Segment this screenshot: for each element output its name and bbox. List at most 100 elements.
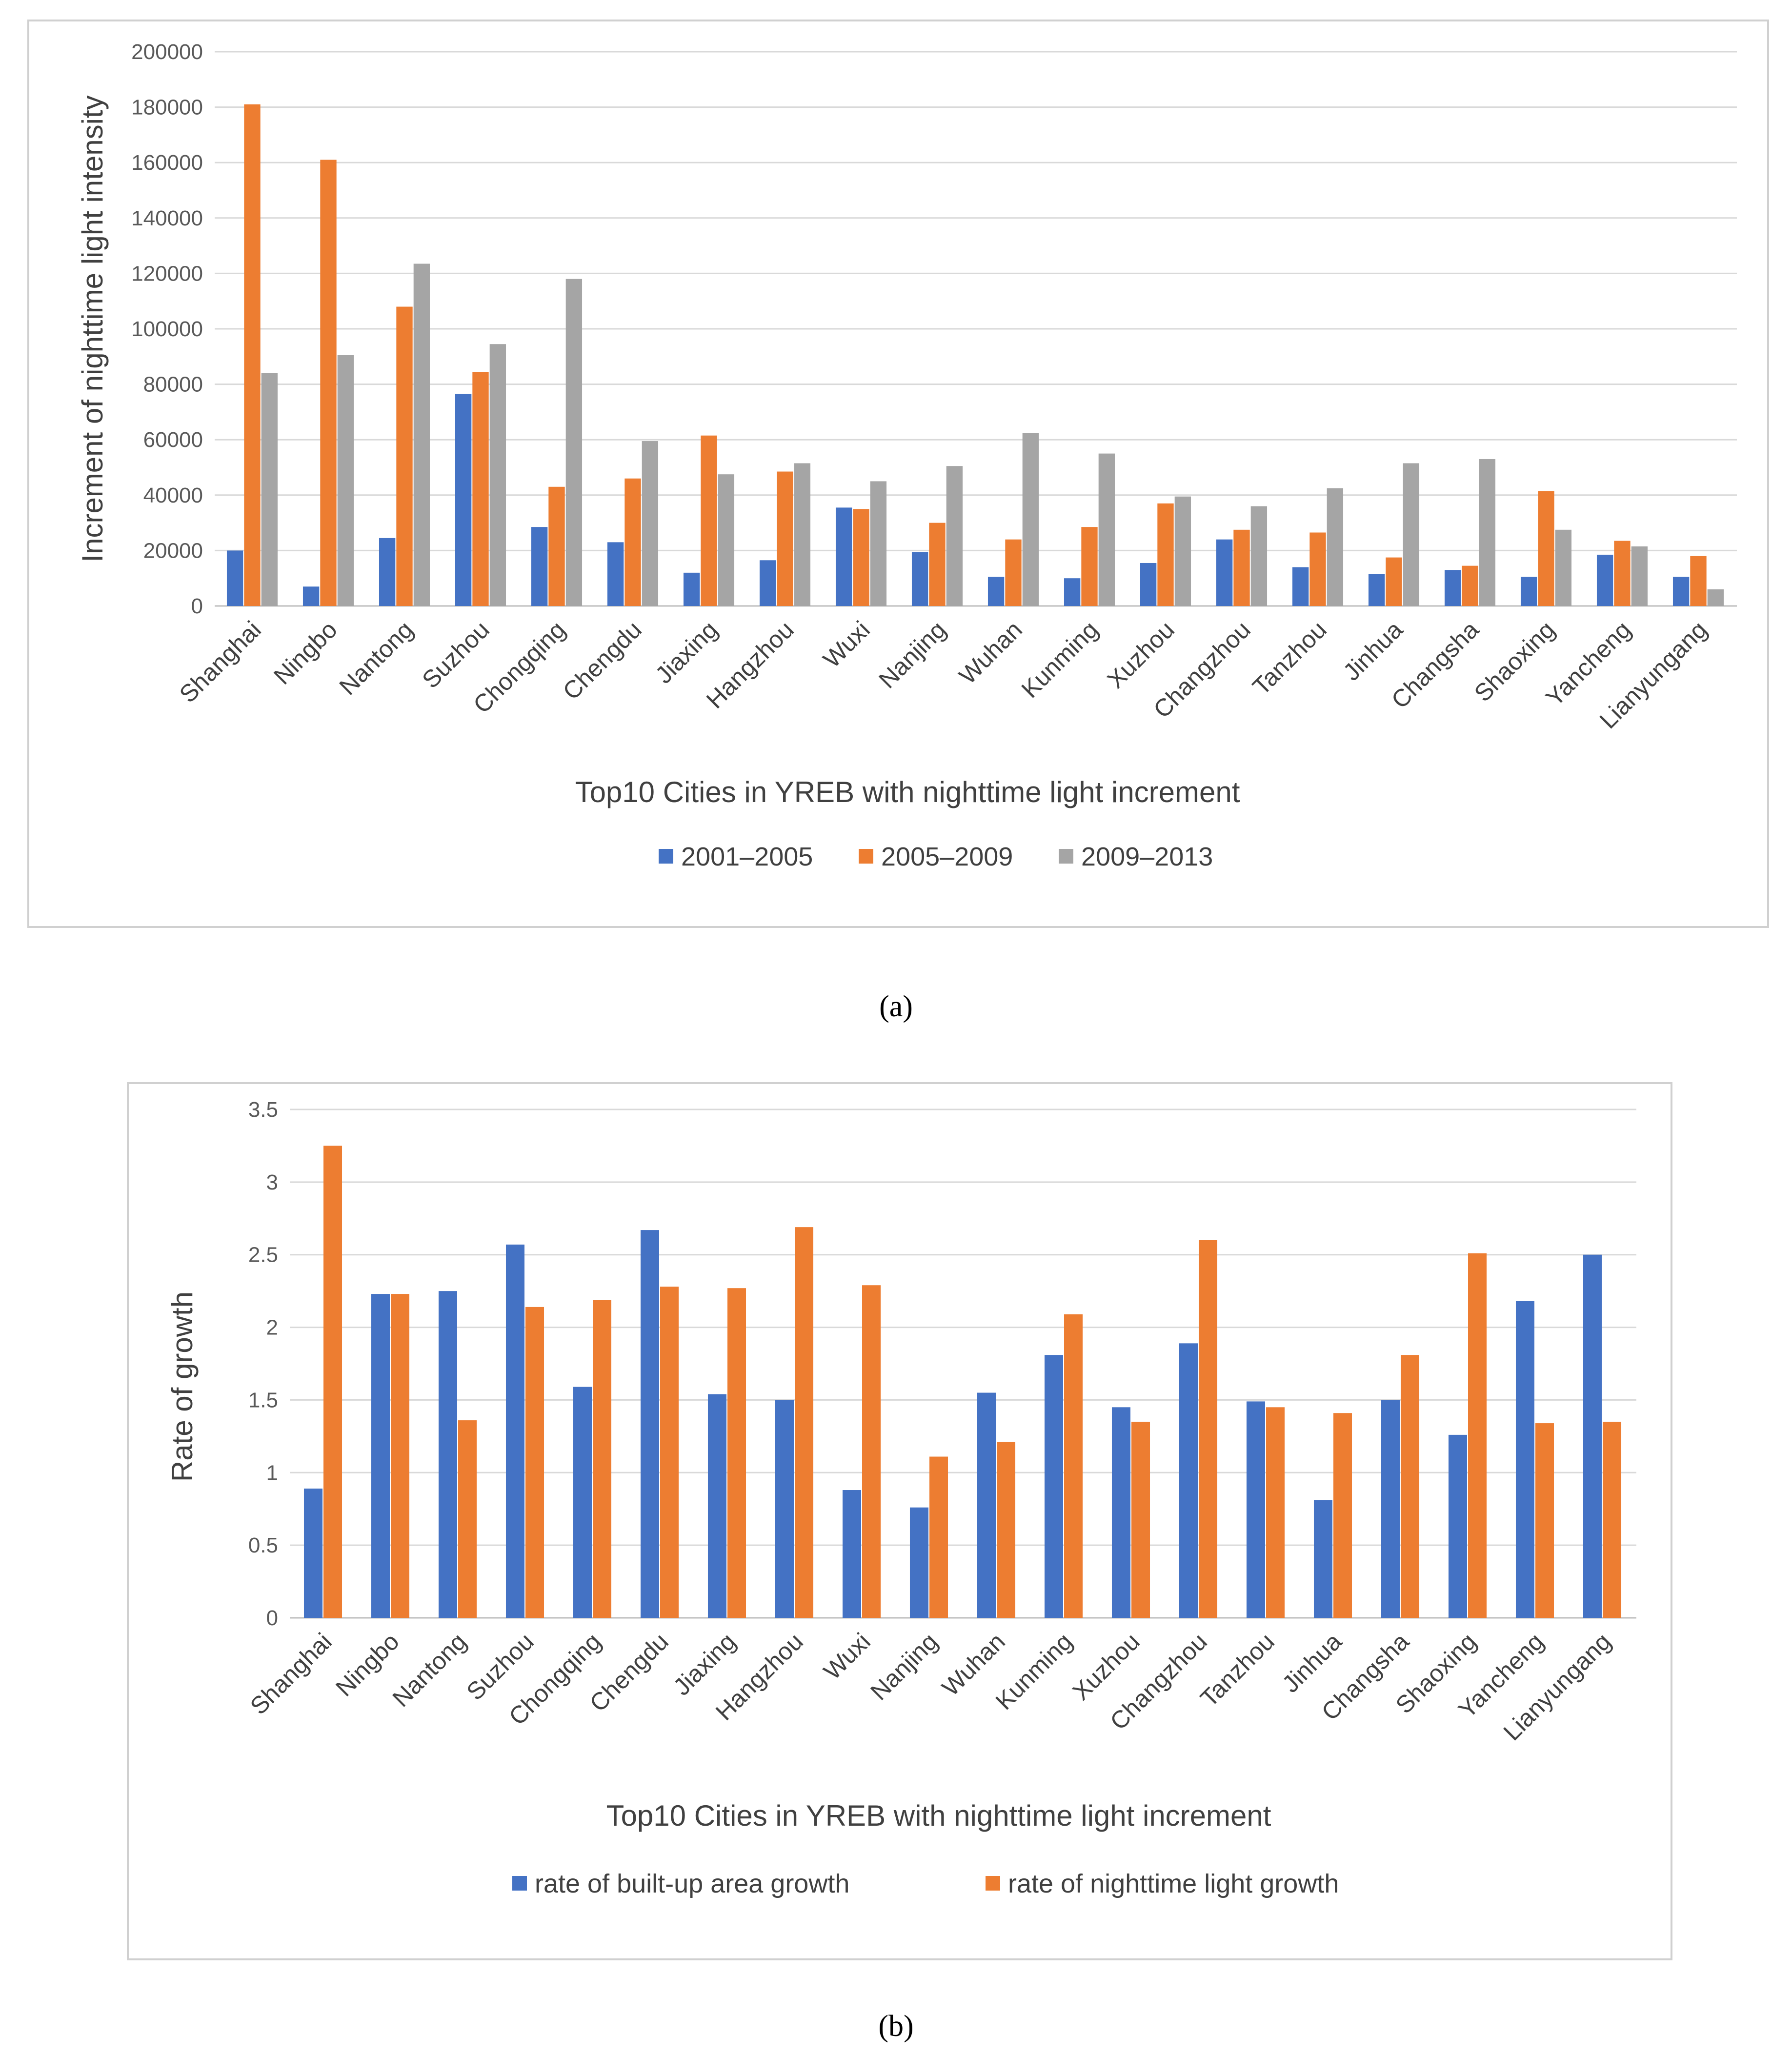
chart-b-bar-1-wuxi xyxy=(842,1490,861,1618)
chart-a: 0 20000 40000 60000 80000 100000 120000 140000 1… xyxy=(76,40,1737,871)
chart-b-y-axis-title: Rate of growth xyxy=(166,1291,199,1482)
chart-a-bar-2-jiaxing xyxy=(701,435,717,606)
chart-a-bar-3-nantong xyxy=(413,263,430,606)
chart-b-y-tick-label: 1 xyxy=(266,1461,278,1485)
chart-a-bar-2-nantong xyxy=(396,306,413,606)
chart-b-y-tick-label: 0 xyxy=(266,1606,278,1630)
chart-b-bar-2-nantong xyxy=(458,1420,477,1618)
chart-a-bar-3-wuxi xyxy=(870,481,887,606)
chart-b-bar-2-jinhua xyxy=(1333,1413,1352,1618)
chart-a-bar-2-yancheng xyxy=(1614,541,1631,606)
chart-a-bar-3-changsha xyxy=(1479,459,1496,606)
chart-a-x-tick-label: Chengdu xyxy=(558,616,647,705)
chart-a-legend-swatch-1 xyxy=(659,849,673,864)
chart-a-bar-2-chengdu xyxy=(624,478,641,606)
chart-a-bar-3-shanghai xyxy=(261,373,278,606)
chart-a-bar-2-jinhua xyxy=(1386,557,1402,606)
chart-b-x-tick-label: Shanghai xyxy=(245,1628,337,1720)
chart-a-legend-label-3: 2009–2013 xyxy=(1081,842,1213,871)
chart-a-bar-3-jinhua xyxy=(1403,463,1420,606)
chart-a-bar-3-kunming xyxy=(1098,453,1115,606)
chart-b-bar-2-nanjing xyxy=(929,1456,948,1618)
chart-b-bar-1-jiaxing xyxy=(707,1394,726,1618)
chart-a-y-tick-label: 100000 xyxy=(131,317,203,341)
chart-b-bar-2-lianyungang xyxy=(1603,1422,1622,1618)
chart-a-bar-1-nantong xyxy=(379,538,396,606)
chart-a-legend-label-1: 2001–2005 xyxy=(681,842,813,871)
chart-b-x-tick-label: Wuxi xyxy=(818,1628,876,1685)
chart-a-bar-1-shanghai xyxy=(226,550,243,606)
chart-a-bar-2-wuxi xyxy=(853,509,869,606)
chart-a-x-tick-label: Nantong xyxy=(334,616,419,700)
caption-a: (a) xyxy=(879,990,913,1023)
chart-a-legend-swatch-2 xyxy=(859,849,873,864)
chart-b-legend-label-2: rate of nighttime light growth xyxy=(1008,1869,1339,1898)
chart-b-bar-2-shanghai xyxy=(323,1146,342,1618)
chart-b-bar-2-shaoxing xyxy=(1468,1253,1487,1618)
chart-b-bar-1-jinhua xyxy=(1313,1500,1332,1618)
chart-a-x-tick-label: Xuzhou xyxy=(1102,616,1180,694)
chart-a-legend-swatch-3 xyxy=(1059,849,1073,864)
chart-a-x-tick-label: Suzhou xyxy=(417,616,495,694)
chart-b-bar-1-ningbo xyxy=(371,1294,390,1618)
chart-b-bar-1-changzhou xyxy=(1179,1343,1198,1618)
chart-b-bar-2-kunming xyxy=(1064,1314,1083,1618)
chart-a-bar-3-chengdu xyxy=(642,441,659,606)
chart-b-bar-1-nanjing xyxy=(909,1507,928,1618)
chart-b-bar-1-hangzhou xyxy=(775,1400,794,1618)
chart-a-bar-1-kunming xyxy=(1064,578,1081,606)
chart-panel-b: 0 0.5 1 1.5 2 2.5 3 3.5 Shanghai Ningbo Nantong Suz… xyxy=(127,1082,1672,1960)
chart-a-bar-3-changzhou xyxy=(1250,506,1268,606)
chart-panel-a: 0 20000 40000 60000 80000 100000 120000 140000 1… xyxy=(27,20,1769,928)
chart-a-y-tick-label: 0 xyxy=(191,594,203,618)
chart-b-bar-2-changsha xyxy=(1401,1355,1420,1618)
chart-b-bar-2-wuhan xyxy=(997,1442,1016,1618)
chart-b-x-tick-label: Tanzhou xyxy=(1195,1628,1280,1712)
chart-a-bar-1-xuzhou xyxy=(1140,563,1157,606)
chart-a-bar-1-chongqing xyxy=(531,527,548,606)
chart-b-x-axis-title: Top10 Cities in YREB with nighttime ligh… xyxy=(606,1799,1271,1832)
chart-a-bar-2-xuzhou xyxy=(1157,503,1174,606)
chart-a-bar-2-hangzhou xyxy=(777,471,793,606)
chart-a-y-tick-label: 80000 xyxy=(143,373,203,397)
chart-a-bar-1-nanjing xyxy=(911,552,928,606)
chart-b-x-tick-label: Nantong xyxy=(387,1628,472,1712)
chart-b-bar-1-wuhan xyxy=(977,1392,996,1618)
chart-a-bar-2-lianyungang xyxy=(1690,556,1707,606)
chart-a-x-tick-label: Nanjing xyxy=(873,616,951,693)
chart-a-bar-2-nanjing xyxy=(929,523,946,606)
chart-b-bar-1-kunming xyxy=(1044,1355,1063,1618)
chart-a-bar-1-jiaxing xyxy=(683,572,700,606)
chart-a-bar-3-suzhou xyxy=(489,344,506,606)
chart-a-bar-1-ningbo xyxy=(302,586,320,606)
chart-a-bar-1-wuhan xyxy=(987,577,1005,606)
chart-a-y-tick-label: 200000 xyxy=(131,40,203,64)
chart-a-bar-3-nanjing xyxy=(946,466,963,606)
chart-b-bar-2-suzhou xyxy=(525,1307,544,1618)
chart-b: 00.511.522.533.5ShanghaiNingboNantongSuz… xyxy=(166,1098,1636,1898)
chart-a-bar-3-xuzhou xyxy=(1174,496,1191,606)
chart-a-bar-1-jinhua xyxy=(1368,574,1385,606)
chart-a-y-tick-label: 20000 xyxy=(143,539,203,563)
chart-a-legend-label-2: 2005–2009 xyxy=(881,842,1013,871)
chart-a-bar-1-lianyungang xyxy=(1672,577,1690,606)
chart-a-bar-3-ningbo xyxy=(337,355,354,606)
chart-a-y-tick-label: 40000 xyxy=(143,484,203,507)
chart-a-bar-3-wuhan xyxy=(1022,433,1039,606)
chart-a-x-tick-label: Kunming xyxy=(1016,616,1104,703)
chart-b-bar-2-hangzhou xyxy=(795,1227,814,1618)
chart-b-y-tick-label: 1.5 xyxy=(248,1388,278,1412)
chart-b-bar-1-shaoxing xyxy=(1448,1434,1467,1618)
chart-a-bar-2-tanzhou xyxy=(1309,532,1326,606)
chart-a-bar-3-chongqing xyxy=(565,279,583,606)
chart-a-bar-1-tanzhou xyxy=(1292,567,1309,606)
chart-b-bar-2-chongqing xyxy=(593,1300,612,1618)
chart-a-bar-1-yancheng xyxy=(1596,554,1613,606)
chart-a-bar-1-shaoxing xyxy=(1520,577,1537,606)
chart-a-bar-2-suzhou xyxy=(472,372,489,606)
chart-b-bar-1-tanzhou xyxy=(1246,1401,1265,1618)
chart-a-bar-2-kunming xyxy=(1081,527,1098,606)
chart-b-bar-1-changsha xyxy=(1381,1400,1400,1618)
chart-b-bar-1-shanghai xyxy=(303,1489,322,1618)
chart-a-x-tick-label: Wuhan xyxy=(954,616,1027,689)
